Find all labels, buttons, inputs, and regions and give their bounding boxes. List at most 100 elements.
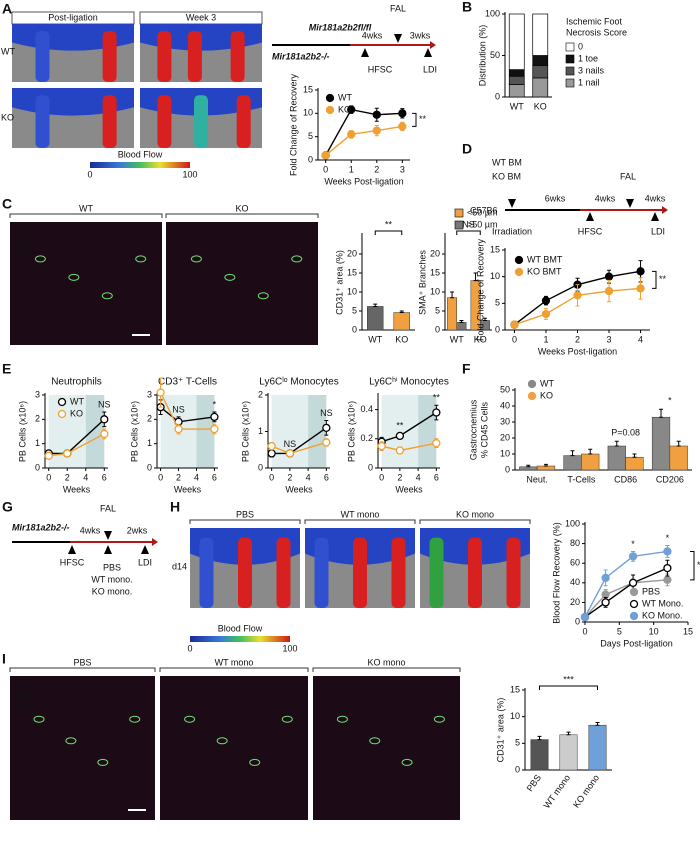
x-tick-label: CD206 [656, 474, 684, 484]
x-tick-label: 2 [575, 334, 580, 344]
data-point [580, 612, 590, 622]
y-tick-label: 15 [510, 684, 520, 694]
y-tick-label: 3 [35, 389, 40, 399]
legend-marker [514, 267, 524, 277]
significance-label: ** [433, 393, 441, 403]
error-bar [526, 464, 531, 468]
colorbar-tick: 100 [182, 169, 197, 179]
bar-segment [508, 75, 525, 85]
significance-bracket [412, 112, 417, 127]
legend-label: KO BMT [527, 266, 562, 276]
sma-vessel [369, 737, 381, 745]
y-tick-label: 0 [308, 154, 313, 164]
header-bracket [165, 213, 319, 218]
sma-vessel [257, 292, 269, 300]
legend-label: PBS [642, 586, 660, 596]
x-tick-label: 6 [102, 472, 107, 482]
data-point [601, 573, 610, 583]
colorbar-label: Blood Flow [218, 623, 263, 633]
shaded-region [308, 395, 327, 468]
error-bar [570, 450, 575, 457]
legend-swatch [565, 54, 575, 64]
y-tick-label: 1 [147, 438, 152, 448]
y-tick-label: 15 [490, 244, 500, 254]
legend-swatch [565, 42, 575, 52]
timeline-label: LDI [138, 557, 152, 567]
x-tick-label: 0 [158, 472, 163, 482]
x-tick-label: 0 [323, 164, 328, 174]
timeline-label: LDI [423, 64, 437, 74]
legend-marker [527, 379, 537, 389]
x-tick-label: KO [395, 334, 408, 344]
error-bar [595, 722, 600, 726]
y-tick-label: 20 [347, 248, 357, 258]
timeline-arrow [394, 34, 402, 43]
x-tick-label: 6 [212, 472, 217, 482]
legend-label: WT Mono. [642, 598, 683, 608]
y-tick-label: 1 [258, 426, 263, 436]
error-bar [614, 440, 619, 447]
legend-label: WT BMT [527, 254, 563, 264]
legend-label: 0 [578, 41, 583, 51]
timeline-arrow [104, 545, 112, 554]
x-tick-label: 3 [607, 334, 612, 344]
series-line [584, 550, 668, 618]
x-tick-label: 4 [83, 472, 88, 482]
sma-vessel [33, 715, 45, 723]
significance-label: NS [98, 399, 111, 409]
micrograph [10, 222, 162, 345]
bar [669, 445, 688, 471]
legend-label: KO Mono. [642, 610, 683, 620]
chart-title: CD3⁺ T-Cells [158, 377, 217, 388]
significance-bracket [539, 685, 598, 690]
timeline-label: 4wks [80, 525, 101, 535]
x-tick-label: 4 [306, 472, 311, 482]
sma-vessel [249, 758, 261, 766]
bar-segment [532, 13, 549, 56]
data-point [395, 431, 405, 441]
legend-marker [629, 611, 639, 621]
legend-marker [629, 587, 639, 597]
y-tick-label: 5 [308, 131, 313, 141]
data-point [322, 423, 331, 433]
sma-vessel [401, 758, 413, 766]
x-tick-label: 6 [434, 472, 439, 482]
error-bar [659, 408, 664, 418]
column-header: PBS [73, 657, 91, 667]
y-axis-label: CD31⁺ area (%) [334, 250, 344, 315]
y-tick-label: 5 [352, 305, 357, 315]
column-header: Week 3 [186, 12, 216, 22]
data-point [541, 296, 551, 305]
sma-vessel [281, 715, 293, 723]
sma-vessel [433, 715, 445, 723]
x-axis-label: Weeks [174, 484, 202, 494]
timeline-label: HFSC [368, 64, 393, 74]
data-point [663, 575, 672, 585]
series-line [584, 579, 668, 618]
series-line [584, 567, 668, 618]
y-tick-label: 5 [435, 305, 440, 315]
legend-label: KO [540, 390, 553, 400]
timeline-arrow [68, 545, 76, 554]
data-point [395, 446, 405, 455]
header-bracket [9, 213, 163, 218]
y-tick-label: 10 [303, 108, 313, 118]
y-tick-label: 0 [495, 91, 500, 101]
ldi-leg [236, 95, 251, 148]
x-axis-label: Weeks [63, 484, 91, 494]
colorbar-label: Blood Flow [118, 149, 163, 159]
timeline-label: Mir181a2b2-/- [272, 51, 330, 61]
y-tick-label: 40 [570, 577, 580, 587]
y-tick-label: 5 [495, 298, 500, 308]
x-tick-label: 0 [582, 626, 587, 636]
bar [651, 416, 671, 471]
sma-vessel [190, 255, 202, 263]
x-tick-label: T-Cells [567, 474, 596, 484]
ldi-leg [102, 95, 117, 148]
data-point [156, 388, 165, 397]
shaded-region [418, 395, 437, 468]
y-tick-label: 0 [35, 462, 40, 472]
bar [447, 297, 458, 331]
data-point [398, 122, 407, 131]
